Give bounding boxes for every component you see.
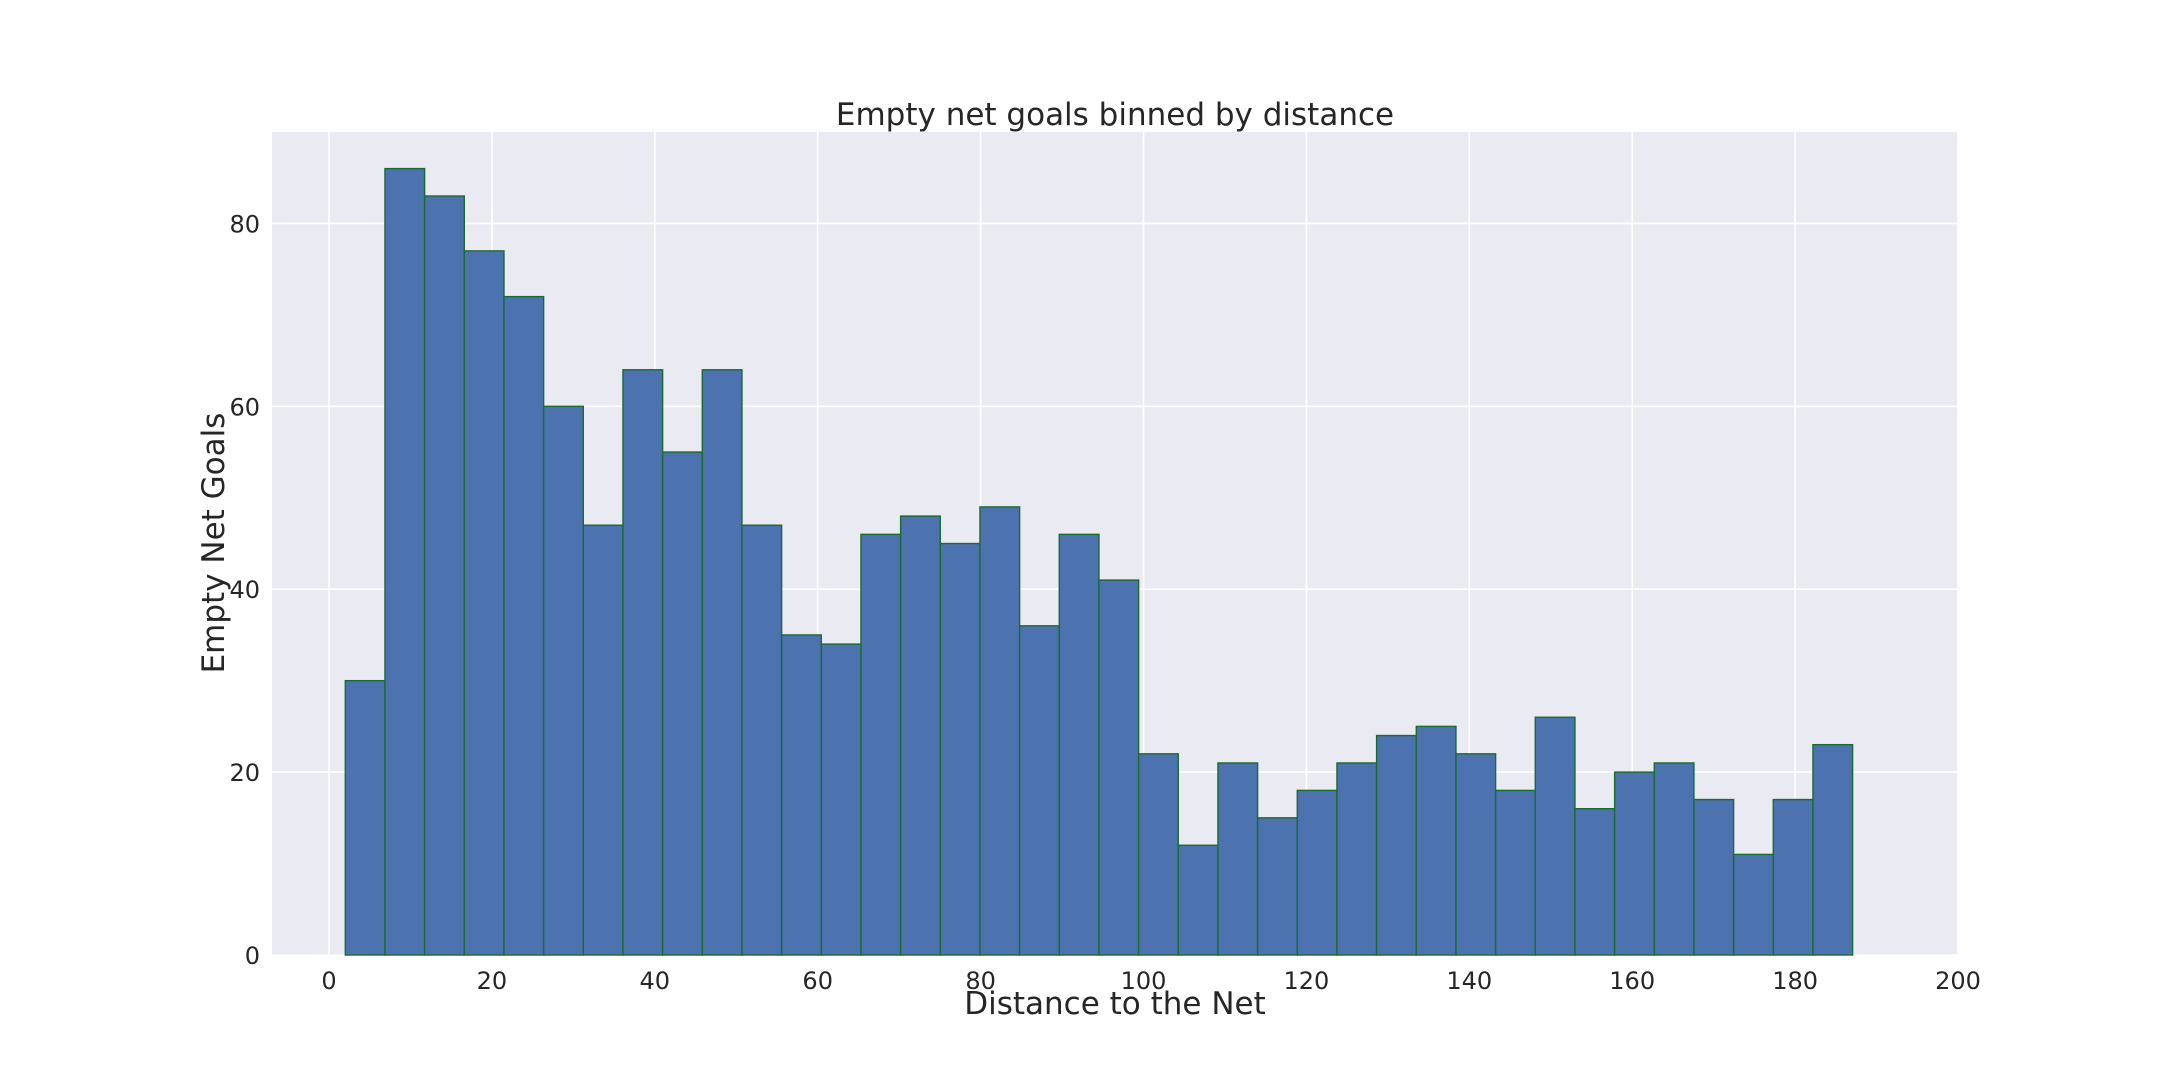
histogram-bar (1653, 762, 1695, 956)
x-tick-label: 100 (1121, 967, 1167, 995)
histogram-bar (1296, 789, 1338, 956)
x-tick-label: 140 (1446, 967, 1492, 995)
x-tick-label: 160 (1609, 967, 1655, 995)
histogram-bar (1217, 762, 1259, 956)
histogram-bar (780, 634, 822, 956)
x-tick-label: 20 (477, 967, 508, 995)
bars (344, 167, 1854, 956)
histogram-bar (542, 405, 584, 956)
histogram-bar (820, 643, 862, 956)
histogram-bar (503, 295, 545, 956)
y-tick-label: 40 (229, 576, 260, 604)
histogram-bar (1177, 844, 1219, 956)
y-tick-labels: 0 20 40 60 80 (229, 210, 260, 970)
x-tick-label: 0 (321, 967, 336, 995)
x-tick-label: 80 (965, 967, 996, 995)
histogram-bar (661, 451, 703, 956)
histogram-bar (1494, 789, 1536, 956)
x-tick-label: 60 (802, 967, 833, 995)
x-tick-label: 200 (1935, 967, 1981, 995)
histogram-bar (582, 524, 624, 956)
histogram-bar (1256, 817, 1298, 956)
histogram-bar (939, 542, 981, 956)
histogram-bar (1534, 716, 1576, 956)
y-tick-label: 80 (229, 210, 260, 238)
x-tick-label: 120 (1283, 967, 1329, 995)
chart-title: Empty net goals binned by distance (836, 97, 1394, 133)
histogram-bar (344, 679, 386, 956)
x-tick-labels: 0 20 40 60 80 100 120 140 160 180 200 (321, 967, 1981, 995)
y-axis-label: Empty Net Goals (196, 413, 232, 674)
y-tick-label: 60 (229, 393, 260, 421)
histogram-bar (1375, 734, 1417, 956)
x-tick-label: 40 (640, 967, 671, 995)
histogram-bar (1772, 798, 1814, 956)
histogram-bar (979, 506, 1021, 956)
histogram-bar (1137, 753, 1179, 956)
histogram-bar (860, 533, 902, 956)
x-axis-label: Distance to the Net (964, 986, 1266, 1022)
histogram-bar (741, 524, 783, 956)
histogram-bar (1732, 853, 1774, 956)
histogram-bar (622, 369, 664, 956)
histogram-bar (1415, 725, 1457, 956)
histogram-bar (899, 515, 941, 956)
histogram-bar (423, 195, 466, 956)
histogram-bar (1693, 798, 1735, 956)
histogram-bar (384, 167, 426, 956)
y-tick-label: 0 (245, 942, 260, 970)
histogram-bar (1018, 625, 1060, 956)
histogram-bar (1455, 753, 1497, 956)
histogram-bar (463, 250, 505, 956)
histogram-bar (701, 369, 743, 956)
histogram-bar (1812, 743, 1854, 956)
histogram-bar (1613, 771, 1655, 956)
histogram-bar (1098, 579, 1140, 956)
y-tick-label: 20 (229, 759, 260, 787)
histogram-bar (1574, 807, 1616, 956)
histogram-bar (1058, 533, 1100, 956)
histogram-bar (1336, 762, 1378, 956)
x-tick-label: 180 (1772, 967, 1818, 995)
